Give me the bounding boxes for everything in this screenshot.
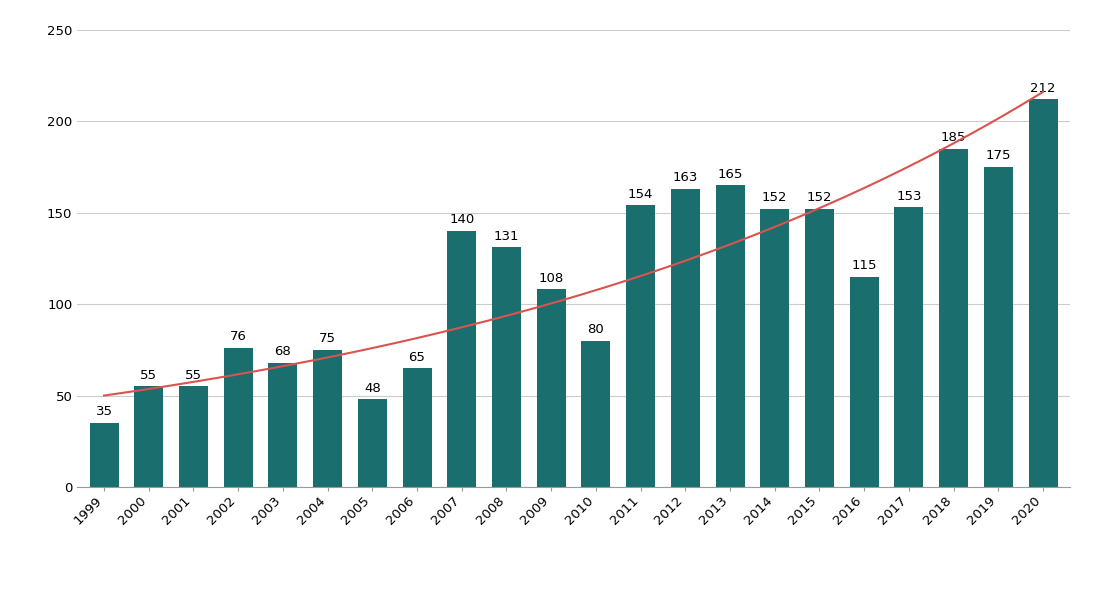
Bar <box>671 189 700 487</box>
Bar <box>895 207 923 487</box>
Text: 165: 165 <box>717 168 742 181</box>
Bar <box>268 363 298 487</box>
Text: 55: 55 <box>185 369 202 382</box>
Text: 48: 48 <box>364 382 381 394</box>
Bar <box>537 289 566 487</box>
Bar <box>716 185 745 487</box>
Text: 108: 108 <box>538 272 564 285</box>
Bar <box>849 277 879 487</box>
Bar <box>1028 99 1058 487</box>
Text: 152: 152 <box>806 191 833 204</box>
Text: 35: 35 <box>96 406 113 419</box>
Bar <box>403 368 431 487</box>
Bar <box>492 248 521 487</box>
Bar <box>581 341 610 487</box>
Text: 115: 115 <box>852 259 877 272</box>
Text: 75: 75 <box>319 332 336 345</box>
Text: 153: 153 <box>896 189 922 203</box>
Bar <box>984 167 1013 487</box>
Text: 212: 212 <box>1030 81 1056 94</box>
Text: 163: 163 <box>673 171 698 184</box>
Bar <box>357 399 387 487</box>
Text: 154: 154 <box>628 188 653 201</box>
Text: 175: 175 <box>986 149 1011 162</box>
Text: 185: 185 <box>941 131 966 144</box>
Bar <box>760 209 790 487</box>
Text: 65: 65 <box>408 350 426 364</box>
Bar <box>447 231 476 487</box>
Text: 131: 131 <box>494 230 520 243</box>
Text: 140: 140 <box>449 213 474 226</box>
Text: 152: 152 <box>762 191 788 204</box>
Text: 55: 55 <box>140 369 158 382</box>
Bar <box>135 387 163 487</box>
Bar <box>224 348 253 487</box>
Bar <box>179 387 208 487</box>
Bar <box>89 423 119 487</box>
Bar <box>627 206 655 487</box>
Text: 80: 80 <box>588 323 604 336</box>
Text: 76: 76 <box>229 330 247 343</box>
Bar <box>939 148 968 487</box>
Text: 68: 68 <box>275 345 291 358</box>
Bar <box>805 209 834 487</box>
Bar <box>313 350 342 487</box>
